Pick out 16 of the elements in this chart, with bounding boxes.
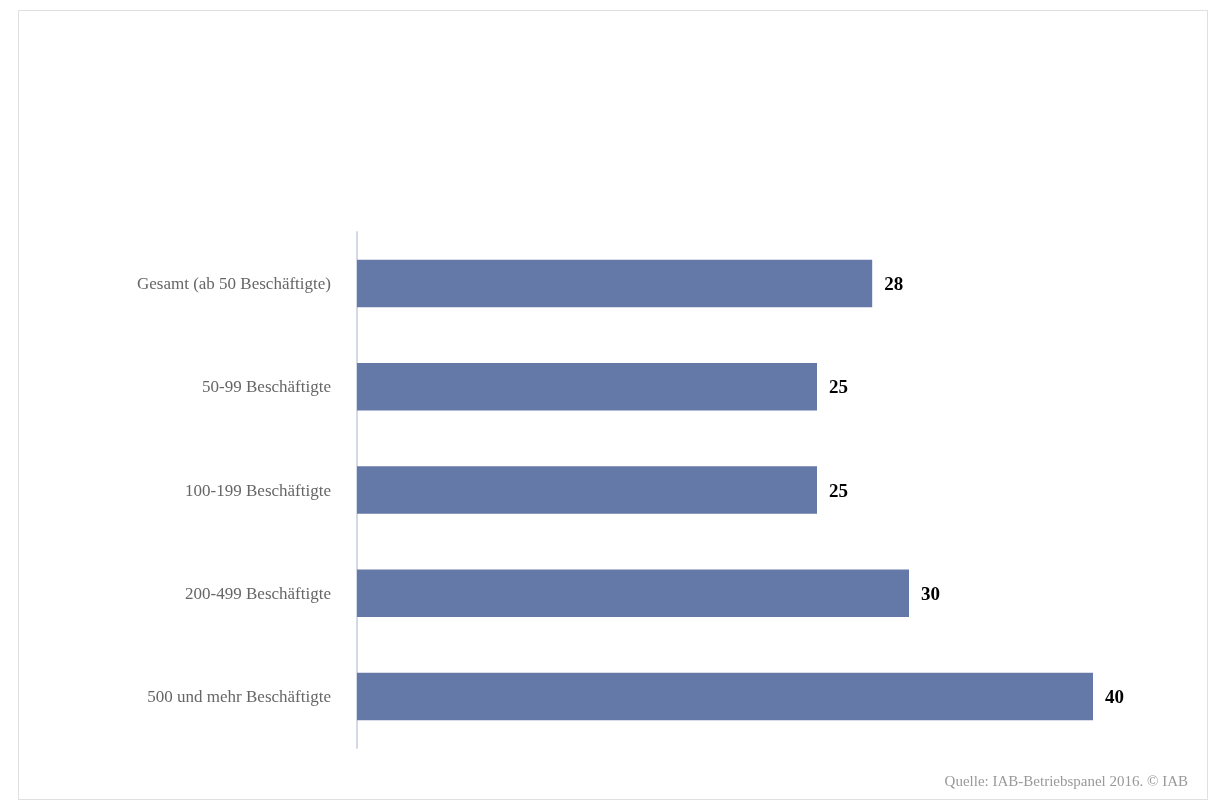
source-note: Quelle: IAB-Betriebspanel 2016. © IAB bbox=[944, 772, 1189, 789]
data-label: 40 bbox=[1105, 685, 1124, 707]
y-tick-label: 100-199 Beschäftigte bbox=[185, 480, 331, 500]
bar bbox=[357, 672, 1093, 721]
data-label: 25 bbox=[829, 479, 848, 501]
data-label: 25 bbox=[829, 376, 848, 398]
data-label: 28 bbox=[884, 273, 904, 295]
y-tick-label: 200-499 Beschäftigte bbox=[185, 583, 331, 603]
y-tick-label: Gesamt (ab 50 Beschäftigte) bbox=[136, 274, 331, 294]
bar bbox=[357, 363, 817, 411]
y-tick-label: 500 und mehr Beschäftigte bbox=[147, 686, 331, 706]
bar bbox=[357, 569, 909, 617]
bar bbox=[357, 466, 817, 514]
bar bbox=[357, 259, 873, 308]
y-tick-label: 50-99 Beschäftigte bbox=[202, 377, 331, 397]
data-label: 30 bbox=[921, 582, 940, 604]
